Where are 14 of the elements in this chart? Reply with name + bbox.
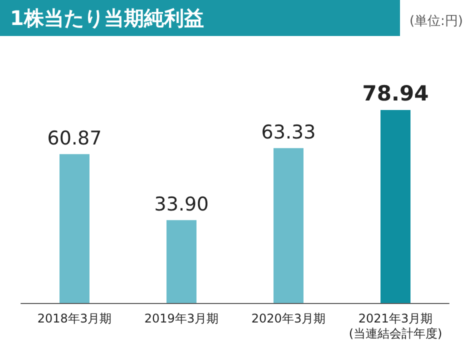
bar <box>274 148 304 303</box>
x-tick-label: 2020年3月期 <box>251 312 326 326</box>
data-label: 60.87 <box>47 128 102 150</box>
chart-title: 1株当たり当期純利益 <box>10 5 204 32</box>
x-tick-label: 2018年3月期 <box>37 312 112 326</box>
x-tick-label: 2019年3月期 <box>144 312 219 326</box>
data-label: 78.94 <box>362 82 429 106</box>
x-tick-label: 2021年3月期 (当連結会計年度) <box>348 312 442 340</box>
chart-subtitle: (単位:円) <box>409 13 463 30</box>
data-label: 63.33 <box>261 122 316 144</box>
bar <box>380 110 410 303</box>
bar <box>166 220 196 303</box>
bar <box>60 154 90 303</box>
data-label: 33.90 <box>154 194 209 216</box>
